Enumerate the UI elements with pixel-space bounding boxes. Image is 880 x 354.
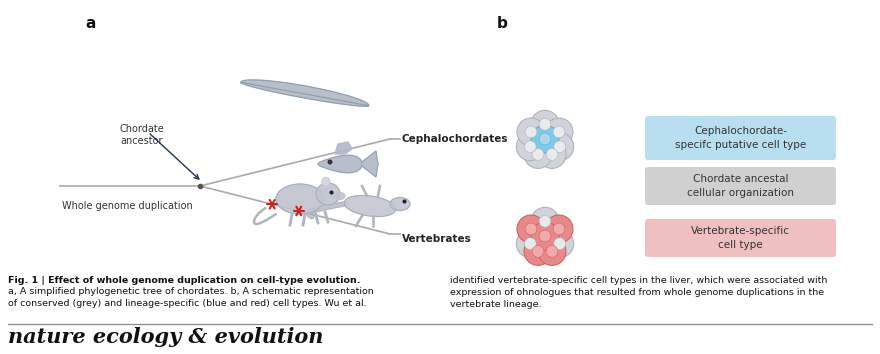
Circle shape (517, 215, 545, 243)
Text: Vertebrate-specific
cell type: Vertebrate-specific cell type (691, 227, 790, 250)
Ellipse shape (344, 195, 396, 217)
Text: identified vertebrate-specific cell types in the liver, which were associated wi: identified vertebrate-specific cell type… (450, 276, 827, 309)
Circle shape (517, 133, 545, 161)
Text: a, A simplified phylogenetic tree of chordates. b, A schematic representation
of: a, A simplified phylogenetic tree of cho… (8, 287, 374, 308)
Circle shape (531, 125, 559, 153)
Polygon shape (241, 80, 369, 106)
Ellipse shape (276, 184, 324, 214)
Text: a: a (85, 16, 95, 31)
Text: Chordate ancestal
cellular organization: Chordate ancestal cellular organization (687, 175, 794, 198)
Text: Cephalochordates: Cephalochordates (402, 134, 509, 144)
Circle shape (539, 119, 551, 130)
Circle shape (327, 160, 333, 165)
Circle shape (538, 141, 566, 169)
Circle shape (524, 238, 536, 250)
Circle shape (517, 118, 545, 146)
Text: Chordate
ancestor: Chordate ancestor (120, 124, 165, 147)
Circle shape (525, 126, 537, 138)
Polygon shape (335, 142, 352, 154)
Circle shape (524, 141, 552, 169)
Circle shape (539, 133, 551, 145)
Circle shape (531, 222, 559, 250)
Circle shape (554, 126, 565, 138)
Circle shape (546, 149, 558, 160)
Text: Cephalochordate-
specifc putative cell type: Cephalochordate- specifc putative cell t… (675, 126, 806, 150)
Text: Whole genome duplication: Whole genome duplication (62, 201, 193, 211)
Circle shape (545, 118, 573, 146)
FancyBboxPatch shape (645, 219, 836, 257)
Ellipse shape (316, 183, 340, 205)
Circle shape (546, 133, 574, 161)
Text: nature ecology & evolution: nature ecology & evolution (8, 327, 323, 347)
Circle shape (545, 215, 573, 243)
Circle shape (531, 110, 559, 138)
Ellipse shape (324, 179, 328, 185)
Circle shape (524, 141, 536, 153)
Ellipse shape (335, 193, 345, 200)
Polygon shape (362, 151, 378, 177)
Text: Vertebrates: Vertebrates (402, 234, 472, 244)
Circle shape (532, 246, 544, 257)
Text: Fig. 1 | Effect of whole genome duplication on cell-type evolution.: Fig. 1 | Effect of whole genome duplicat… (8, 276, 361, 285)
Circle shape (525, 223, 537, 235)
Circle shape (546, 230, 574, 258)
Text: b: b (497, 16, 508, 31)
Circle shape (554, 238, 566, 250)
FancyBboxPatch shape (645, 167, 836, 205)
Ellipse shape (322, 177, 330, 187)
Circle shape (532, 149, 544, 160)
Circle shape (554, 141, 566, 153)
Circle shape (517, 230, 545, 258)
FancyBboxPatch shape (645, 116, 836, 160)
Circle shape (539, 230, 551, 242)
Circle shape (539, 216, 551, 227)
Polygon shape (318, 155, 362, 173)
Ellipse shape (390, 198, 410, 211)
Circle shape (524, 238, 552, 266)
Circle shape (546, 246, 558, 257)
Circle shape (554, 223, 565, 235)
Circle shape (531, 207, 559, 235)
Circle shape (538, 238, 566, 266)
